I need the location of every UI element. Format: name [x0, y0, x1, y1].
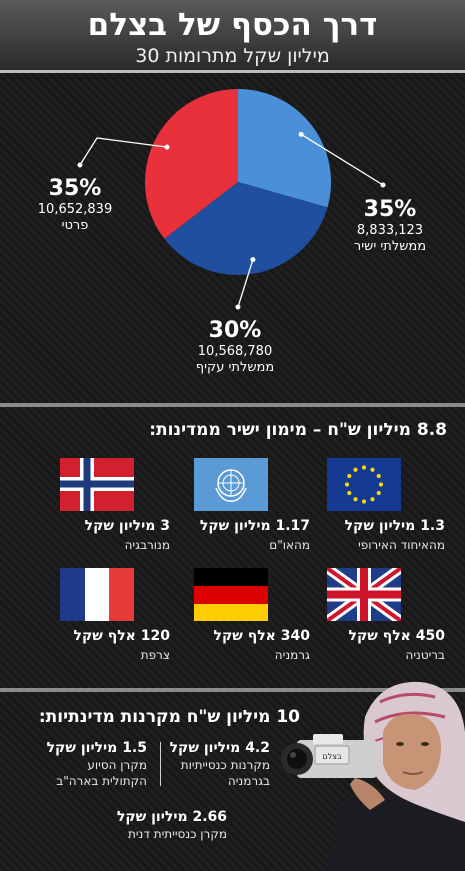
pie-slice-indirect: [164, 182, 328, 275]
fund-amount: 1.5 מיליון שקל: [46, 740, 147, 756]
pie-pct-direct: 35%: [363, 197, 417, 222]
eu-star: [361, 465, 367, 470]
fund-source-line2: הקתולית בארה"ב: [56, 774, 147, 788]
divider: [0, 688, 465, 692]
funding-source: מהאיחוד האירופי: [358, 538, 445, 552]
leader-dot: [164, 144, 170, 150]
pie-category-direct: ממשלתי ישיר: [353, 239, 427, 254]
germany-flag-icon: [194, 568, 268, 621]
fund-source-line1: מקרנות כנסייתיות: [180, 758, 270, 772]
eu-star: [353, 497, 358, 502]
funding-amount: 340 אלף שקל: [213, 628, 311, 644]
direct-funding-title: 8.8 מיליון ש"ח – מימון ישיר ממדינות:: [149, 420, 447, 440]
pie-slice-private: [144, 89, 238, 239]
leader-dot: [77, 162, 83, 168]
funding-germany: 340 אלף שקל גרמניה: [190, 568, 310, 668]
page-subtitle: 30 מיליון שקל מתרומות: [135, 45, 330, 67]
funding-source: צרפת: [140, 648, 170, 662]
pie-label-private: 35% 10,652,839 פרטי: [20, 176, 130, 234]
fund-source-line1: מקרן כנסייתית דנית: [127, 827, 227, 841]
un-flag-icon: [194, 458, 268, 511]
page-title: דרך הכסף של בצלם: [87, 7, 378, 43]
eu-star: [347, 473, 352, 479]
pie-chart: [77, 89, 386, 310]
eu-star: [347, 490, 352, 496]
funding-amount: 120 אלף שקל: [73, 628, 171, 644]
eu-star: [344, 482, 350, 487]
leader-line-direct: [300, 133, 384, 186]
eu-star: [370, 467, 375, 472]
funding-norway: 3 מיליון שקל מנורבגיה: [50, 458, 170, 558]
leader-line-private: [79, 137, 168, 166]
pie-slice-direct: [238, 89, 331, 208]
leader-dot: [235, 304, 241, 310]
camera-logo-text: בצלם: [322, 752, 342, 761]
eu-star: [370, 497, 375, 502]
funding-amount: 3 מיליון שקל: [84, 518, 170, 534]
eu-star: [378, 482, 384, 487]
funding-amount: 450 אלף שקל: [348, 628, 446, 644]
divider: [0, 403, 465, 407]
pie-label-indirect: 30% 10,568,780 ממשלתי עקיף: [175, 318, 295, 376]
eu-star: [376, 490, 381, 496]
divider: [160, 742, 161, 786]
pie-value-indirect: 10,568,780: [197, 344, 273, 359]
pie-pct-indirect: 30%: [208, 318, 262, 343]
funding-france: 120 אלף שקל צרפת: [50, 568, 170, 668]
fund-german-churches: 4.2 מיליון שקל מקרנות כנסייתיות בגרמניה: [170, 739, 270, 789]
photographer-photo: בצלם: [281, 681, 465, 871]
fund-amount: 2.66 מיליון שקל: [116, 809, 227, 825]
pie-category-private: פרטי: [61, 218, 89, 233]
funding-amount: 1.3 מיליון שקל: [344, 518, 445, 534]
norway-flag-icon: [60, 458, 134, 511]
eu-star: [361, 499, 367, 504]
france-flag-icon: [60, 568, 134, 621]
pie-pct-private: 35%: [48, 176, 102, 201]
leader-dot: [380, 182, 386, 188]
uk-flag-icon: [327, 568, 401, 621]
pie-category-indirect: ממשלתי עקיף: [195, 360, 275, 375]
eu-star: [353, 467, 358, 472]
pie-value-private: 10,652,839: [37, 202, 113, 217]
funding-source: מהאו"ם: [269, 538, 310, 552]
eu-star: [376, 473, 381, 479]
leader-line-indirect: [237, 259, 254, 308]
leader-dot: [298, 131, 304, 137]
fund-catholic-us: 1.5 מיליון שקל מקרן הסיוע הקתולית בארה"ב: [47, 739, 147, 789]
fund-amount: 4.2 מיליון שקל: [169, 740, 270, 756]
pie-value-direct: 8,833,123: [356, 223, 424, 238]
funding-source: מנורבגיה: [124, 538, 170, 552]
indirect-funding-title: 10 מיליון ש"ח מקרנות מדינתיות:: [38, 707, 300, 727]
fund-danish-church: 2.66 מיליון שקל מקרן כנסייתית דנית: [117, 808, 227, 842]
funding-source: בריטניה: [405, 648, 445, 662]
pie-label-direct: 35% 8,833,123 ממשלתי ישיר: [330, 197, 450, 255]
leader-dot: [250, 257, 256, 263]
funding-source: גרמניה: [274, 648, 310, 662]
eu-flag-icon: [327, 458, 401, 511]
funding-un: 1.17 מיליון שקל מהאו"ם: [190, 458, 310, 558]
funding-amount: 1.17 מיליון שקל: [199, 518, 310, 534]
header-banner: דרך הכסף של בצלם 30 מיליון שקל מתרומות: [0, 0, 465, 73]
funding-eu: 1.3 מיליון שקל מהאיחוד האירופי: [325, 458, 445, 558]
fund-source-line1: מקרן הסיוע: [87, 758, 147, 772]
fund-source-line2: בגרמניה: [227, 774, 270, 788]
funding-uk: 450 אלף שקל בריטניה: [325, 568, 445, 668]
